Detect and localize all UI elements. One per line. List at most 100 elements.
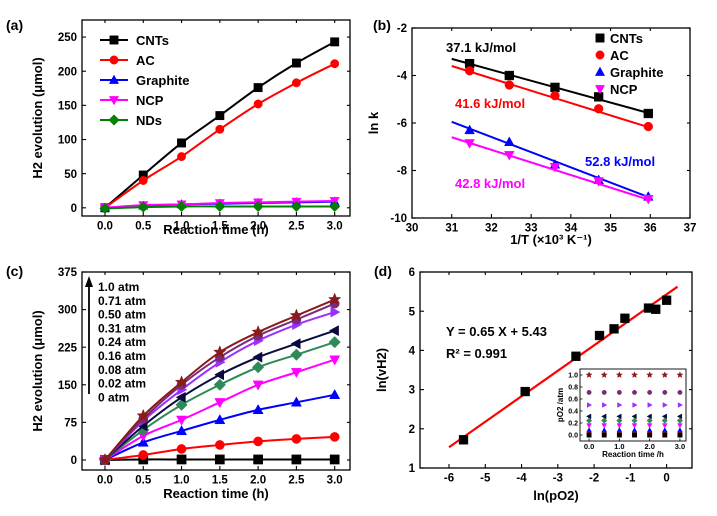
- data-point: [329, 355, 341, 366]
- fit-line: [451, 120, 651, 199]
- x-axis-label: Reaction time (h): [163, 222, 268, 237]
- y-tick-label: 225: [58, 342, 78, 354]
- r-squared: R² = 0.991: [446, 346, 507, 361]
- x-tick-label: -4: [516, 473, 527, 485]
- activation-energy-label: 52.8 kJ/mol: [585, 154, 655, 169]
- x-tick-label: 1.5: [212, 221, 229, 233]
- data-point: [253, 99, 263, 109]
- inset-data-point: [586, 423, 592, 429]
- data-point: [329, 389, 341, 399]
- data-point: [290, 396, 302, 407]
- legend-label: 0.24 atm: [98, 335, 146, 349]
- legend-marker: [594, 85, 606, 95]
- inset-y-tick-label: 0.2: [568, 421, 578, 428]
- fit-line: [451, 136, 651, 202]
- x-tick-label: 34: [564, 223, 577, 235]
- inset-data-point: [631, 413, 637, 420]
- inset-data-point: [632, 402, 638, 408]
- legend-marker: [108, 114, 120, 126]
- inset-y-tick-label: 0.6: [568, 397, 578, 404]
- activation-energy-label: 37.1 kJ/mol: [446, 40, 516, 55]
- y-tick-label: 0: [71, 455, 77, 467]
- data-point: [174, 375, 189, 389]
- y-tick-label: 300: [58, 305, 77, 317]
- data-point: [175, 391, 186, 403]
- y-tick-label: 5: [409, 306, 416, 318]
- inset-data-point: [677, 389, 683, 395]
- inset-data-point: [662, 389, 668, 395]
- data-point: [290, 200, 303, 213]
- data-point: [594, 104, 604, 114]
- x-tick-label: 2.0: [250, 475, 266, 487]
- data-point: [215, 124, 225, 134]
- inset-data-point: [601, 423, 608, 429]
- data-point: [609, 324, 619, 334]
- data-point: [98, 452, 112, 466]
- inset-data-point: [662, 402, 668, 408]
- data-point: [176, 444, 187, 454]
- data-point: [329, 432, 340, 442]
- data-point: [214, 200, 226, 213]
- inset-data-point: [586, 432, 592, 438]
- panel-b: 30 31 32 33 34 35 36 37 -10 -8 -6 -4 -2 1/T (×10³ K⁻¹…: [366, 17, 696, 247]
- inset-x-tick-label: 3.0: [675, 442, 685, 451]
- data-point: [643, 108, 653, 119]
- x-tick-label: 36: [644, 223, 657, 235]
- plot-frame: [419, 271, 693, 469]
- data-point: [549, 162, 561, 173]
- data-point: [215, 111, 225, 121]
- y-tick-label: 200: [58, 66, 77, 78]
- data-point: [176, 415, 188, 426]
- data-point: [458, 435, 469, 445]
- legend-label: 0.16 atm: [98, 349, 146, 363]
- x-tick-label: 0.5: [135, 475, 152, 487]
- inset-data-point: [601, 389, 607, 395]
- data-point: [643, 121, 653, 132]
- inset-data-point: [586, 413, 592, 420]
- data-point: [252, 404, 264, 415]
- y-tick-label: 150: [58, 380, 77, 392]
- y-axis-label: H2 evolution (μmol): [30, 57, 45, 178]
- legend-label: 0.08 atm: [98, 363, 146, 377]
- legend-marker: [595, 50, 605, 60]
- inset-data-point: [661, 423, 668, 429]
- data-point: [214, 454, 225, 465]
- inset-data-point: [646, 423, 653, 429]
- legend-marker: [109, 35, 119, 45]
- fit-equation: Y = 0.65 X + 5.43: [446, 324, 547, 339]
- data-point: [99, 202, 111, 215]
- y-tick-label: 75: [64, 418, 77, 430]
- y-tick-label: 4: [409, 346, 416, 358]
- y-tick-label: 150: [58, 101, 77, 113]
- x-axis-label: Reaction time (h): [163, 486, 268, 501]
- inset-data-point: [661, 371, 669, 379]
- data-point: [594, 92, 604, 102]
- y-axis-label: ln(vH2): [374, 348, 389, 392]
- data-point: [214, 440, 225, 450]
- fit-line: [448, 285, 679, 449]
- panel-a: 0.0 0.5 1.0 1.5 2.0 2.5 3.0 0 50 100 150 200 250 Reac…: [6, 17, 351, 237]
- x-tick-label: 31: [445, 223, 458, 235]
- data-point: [504, 151, 515, 161]
- x-tick-label: 30: [406, 223, 419, 235]
- y-tick-label: -10: [390, 213, 407, 225]
- inset-y-tick-label: 0.4: [568, 409, 578, 416]
- y-axis-label: H2 evolution (μmol): [30, 310, 45, 431]
- data-point: [330, 37, 340, 47]
- data-point: [643, 195, 654, 205]
- inset-data-point: [676, 413, 683, 420]
- data-point: [328, 336, 341, 349]
- inset-data-point: [646, 413, 652, 420]
- x-tick-label: 2.5: [288, 221, 305, 233]
- data-point: [620, 313, 630, 323]
- legend-label: NCP: [610, 82, 638, 97]
- y-tick-label: 100: [58, 135, 77, 147]
- data-point: [291, 454, 302, 465]
- x-tick-label: -2: [589, 473, 599, 485]
- y-tick-label: -6: [397, 118, 407, 130]
- data-point: [290, 348, 303, 361]
- inset-x-tick-label: 1.0: [614, 442, 624, 451]
- x-tick-label: 33: [525, 223, 538, 235]
- activation-energy-label: 41.6 kJ/mol: [455, 96, 525, 111]
- data-point: [291, 58, 301, 68]
